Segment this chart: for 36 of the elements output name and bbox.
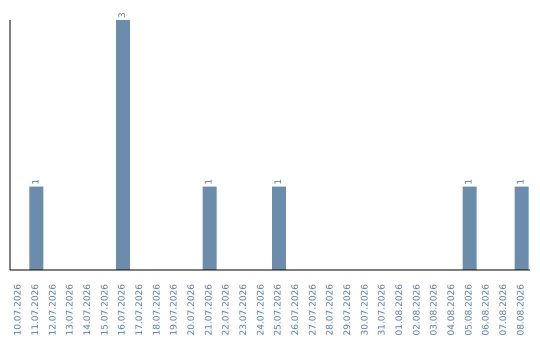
x-tick-label: 28.07.2026 [326,284,336,336]
x-tick-label: 04.08.2026 [447,284,457,336]
x-tick-label: 18.07.2026 [152,284,162,336]
x-tick-label: 08.08.2026 [516,284,526,336]
x-tick-label: 17.07.2026 [135,284,145,336]
x-tick-label: 24.07.2026 [256,284,266,336]
x-tick-label: 06.08.2026 [482,284,492,336]
x-tick-label: 10.07.2026 [14,284,24,336]
x-tick-label: 30.07.2026 [360,284,370,336]
x-tick-label: 16.07.2026 [118,284,128,336]
x-tick-label: 14.07.2026 [83,284,93,336]
x-tick-label: 25.07.2026 [274,284,284,336]
x-tick-label: 19.07.2026 [170,284,180,336]
x-tick-label: 29.07.2026 [343,284,353,336]
data-label: 1 [31,178,42,185]
data-label: 1 [516,178,527,185]
x-tick-label: 27.07.2026 [308,284,318,336]
data-label: 1 [204,178,215,185]
x-tick-label: 22.07.2026 [222,284,232,336]
x-tick-label: 07.08.2026 [499,284,509,336]
x-tick-label: 02.08.2026 [412,284,422,336]
x-tick-label: 21.07.2026 [204,284,214,336]
x-tick-label: 11.07.2026 [31,284,41,336]
x-tick-label: 23.07.2026 [239,284,249,336]
x-tick-label: 01.08.2026 [395,284,405,336]
data-label: 1 [464,178,475,185]
x-tick-label: 12.07.2026 [48,284,58,336]
data-label: 1 [274,178,284,185]
x-tick-label: 31.07.2026 [378,284,388,336]
x-tick-label: 20.07.2026 [187,284,197,336]
x-tick-label: 15.07.2026 [100,284,110,336]
data-label: 3 [118,12,128,18]
x-tick-label: 05.08.2026 [464,284,474,336]
x-tick-label: 03.08.2026 [430,284,440,336]
x-tick-label: 13.07.2026 [66,284,76,336]
x-tick-label: 26.07.2026 [291,284,301,336]
